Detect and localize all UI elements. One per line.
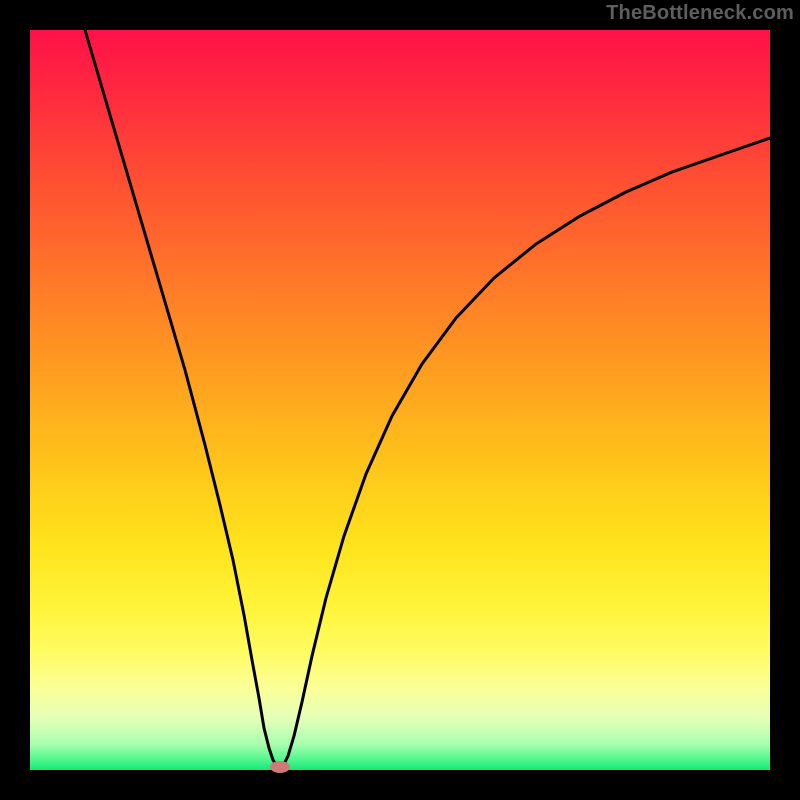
plot-area [30,30,770,770]
optimum-marker [270,761,290,773]
bottleneck-curve [30,30,770,770]
watermark-text: TheBottleneck.com [606,2,794,25]
chart-frame: TheBottleneck.com [0,0,800,800]
